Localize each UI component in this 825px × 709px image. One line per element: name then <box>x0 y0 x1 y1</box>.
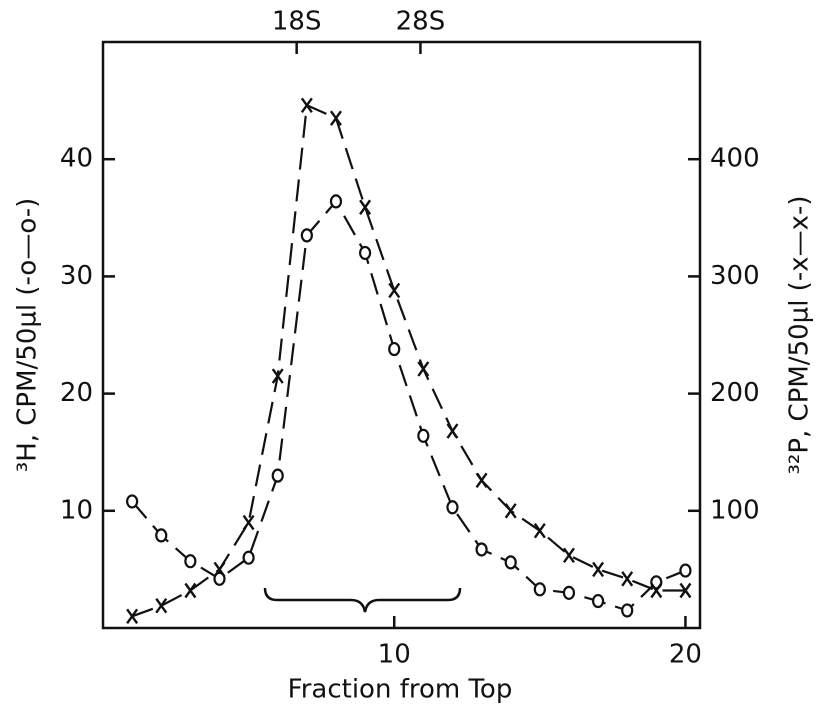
marker-o <box>475 542 488 557</box>
marker-x-stroke <box>533 523 546 539</box>
y-tick-label: 40 <box>60 144 93 174</box>
marker-o <box>679 563 692 578</box>
marker-o <box>300 228 313 243</box>
marker-x <box>562 547 575 564</box>
x-axis-label: Fraction from Top <box>288 675 513 705</box>
marker-x <box>475 472 488 489</box>
marker-o <box>126 494 139 509</box>
marker-o <box>621 603 634 618</box>
marker-x <box>184 582 197 599</box>
marker-o <box>591 593 605 609</box>
marker-x <box>242 514 255 531</box>
marker-x-stroke <box>184 582 197 599</box>
marker-o <box>533 582 546 597</box>
bracket <box>263 587 462 613</box>
y2-tick-label: 400 <box>710 144 760 174</box>
marker-x <box>155 598 168 614</box>
marker-o <box>504 555 517 570</box>
series-line <box>131 199 686 612</box>
y2-tick-label: 200 <box>710 378 760 408</box>
marker-x <box>271 368 284 384</box>
marker-o <box>242 550 255 565</box>
marker-x <box>126 608 139 624</box>
marker-x-stroke <box>504 503 517 519</box>
marker-x <box>213 561 226 578</box>
marker-x-stroke <box>242 514 255 531</box>
y2-tick-label: 100 <box>710 495 760 525</box>
top-tick-label: 28S <box>396 7 446 37</box>
marker-o <box>358 245 372 261</box>
marker-x-stroke <box>329 110 342 126</box>
marker-x <box>359 199 372 215</box>
x-tick-label: 20 <box>669 640 702 670</box>
marker-x-stroke <box>213 561 226 578</box>
marker-x <box>300 97 313 113</box>
marker-x <box>650 582 663 599</box>
marker-x-stroke <box>475 472 488 489</box>
marker-x-stroke <box>388 282 401 299</box>
marker-x-stroke <box>621 571 634 587</box>
top-tick-label: 18S <box>272 7 322 37</box>
marker-o <box>446 500 459 515</box>
marker-x-stroke <box>650 582 663 599</box>
marker-x <box>417 361 430 377</box>
marker-x-stroke <box>155 598 168 614</box>
marker-x-stroke <box>271 368 284 384</box>
y-axis-label: ³H, CPM/50µl (-o—o-) <box>13 198 43 472</box>
marker-x-stroke <box>592 561 605 578</box>
y2-tick-label: 300 <box>710 261 760 291</box>
plot-frame <box>101 40 702 630</box>
marker-o <box>562 585 576 600</box>
series-line <box>131 103 686 618</box>
y-tick-label: 30 <box>60 261 93 291</box>
marker-x-stroke <box>300 97 313 113</box>
marker-o <box>417 428 430 443</box>
y-tick-label: 20 <box>60 378 93 408</box>
x-tick-label: 10 <box>378 640 411 670</box>
y-tick-label: 10 <box>60 495 93 525</box>
marker-x-stroke <box>679 582 692 599</box>
marker-x <box>329 110 342 126</box>
marker-x-stroke <box>446 423 459 439</box>
marker-x-stroke <box>562 547 575 564</box>
marker-x <box>679 582 692 599</box>
marker-o <box>271 468 284 483</box>
marker-x-stroke <box>126 608 139 624</box>
marker-x <box>446 423 459 439</box>
marker-o <box>329 194 343 209</box>
marker-x <box>592 561 605 578</box>
y2-axis-label: ³²P, CPM/50µl (-x—x-) <box>785 195 815 474</box>
marker-o <box>155 528 168 543</box>
marker-o <box>184 554 197 569</box>
marker-x <box>504 503 517 519</box>
marker-x <box>388 282 401 299</box>
marker-x <box>621 571 634 587</box>
marker-o <box>388 341 401 357</box>
marker-o <box>213 571 226 586</box>
marker-x <box>533 523 546 539</box>
marker-x-stroke <box>359 199 372 215</box>
marker-x-stroke <box>417 361 430 377</box>
